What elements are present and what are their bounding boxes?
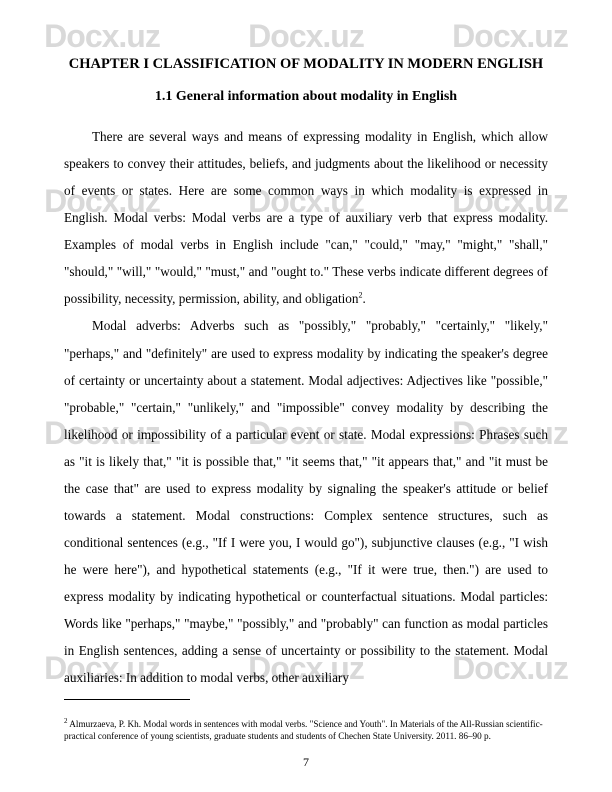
footnote-separator	[64, 699, 190, 700]
paragraph-2: Modal adverbs: Adverbs such as "possibly…	[64, 312, 548, 691]
footnote-text: Almurzaeva, P. Kh. Modal words in senten…	[64, 719, 543, 741]
footnote: 2 Almurzaeva, P. Kh. Modal words in sent…	[64, 717, 548, 742]
page-content: CHAPTER I CLASSIFICATION OF MODALITY IN …	[0, 0, 612, 691]
chapter-title: CHAPTER I CLASSIFICATION OF MODALITY IN …	[64, 56, 548, 73]
paragraph-1-end: .	[363, 291, 366, 306]
page-number: 7	[0, 755, 612, 770]
paragraph-1-text: There are several ways and means of expr…	[64, 129, 548, 306]
section-title: 1.1 General information about modality i…	[64, 89, 548, 105]
paragraph-1: There are several ways and means of expr…	[64, 123, 548, 312]
